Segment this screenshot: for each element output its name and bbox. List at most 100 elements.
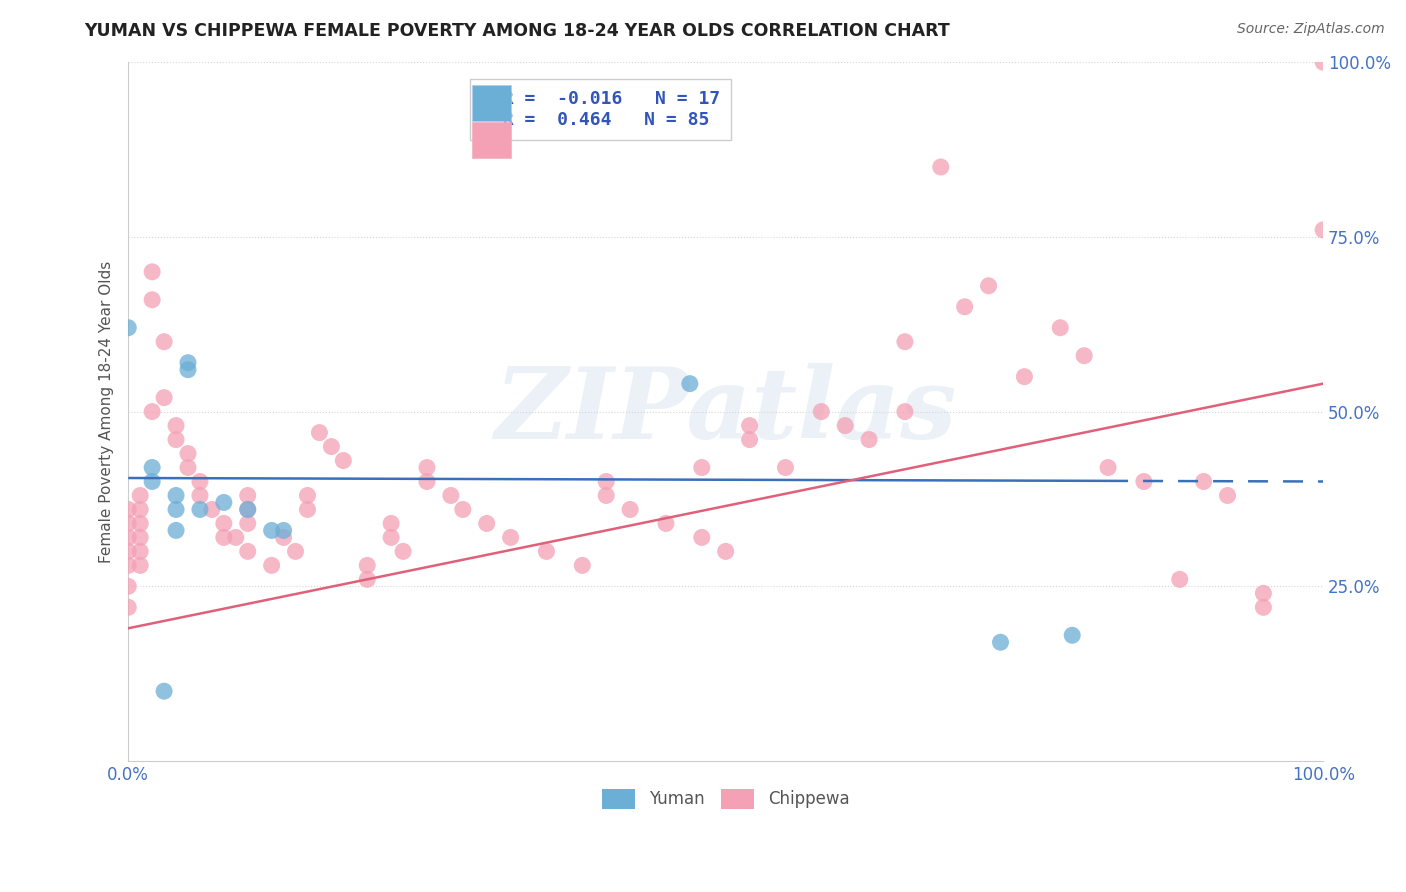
Point xyxy=(1062,628,1084,642)
Point xyxy=(655,516,678,531)
Point xyxy=(212,530,235,544)
Point xyxy=(858,433,880,447)
Point xyxy=(894,334,917,349)
Point xyxy=(129,558,152,573)
Text: R =  -0.016   N = 17
  R =  0.464   N = 85: R = -0.016 N = 17 R = 0.464 N = 85 xyxy=(481,90,720,129)
Point xyxy=(1073,349,1095,363)
Point xyxy=(141,475,163,489)
Point xyxy=(356,558,378,573)
Y-axis label: Female Poverty Among 18-24 Year Olds: Female Poverty Among 18-24 Year Olds xyxy=(100,260,114,563)
Point xyxy=(117,600,139,615)
Point xyxy=(188,488,211,502)
Text: YUMAN VS CHIPPEWA FEMALE POVERTY AMONG 18-24 YEAR OLDS CORRELATION CHART: YUMAN VS CHIPPEWA FEMALE POVERTY AMONG 1… xyxy=(84,22,950,40)
Point xyxy=(117,530,139,544)
Point xyxy=(201,502,224,516)
Point xyxy=(380,530,402,544)
Point xyxy=(392,544,415,558)
Point xyxy=(775,460,797,475)
Point xyxy=(1312,55,1334,70)
Point xyxy=(929,160,952,174)
Point xyxy=(188,502,211,516)
Point xyxy=(141,293,163,307)
Point xyxy=(440,488,463,502)
Point xyxy=(380,516,402,531)
Point xyxy=(297,488,319,502)
Point xyxy=(834,418,856,433)
Point xyxy=(1312,223,1334,237)
Point xyxy=(177,356,200,370)
Point xyxy=(225,530,247,544)
Point xyxy=(141,460,163,475)
Point xyxy=(308,425,330,440)
FancyBboxPatch shape xyxy=(472,85,510,120)
Point xyxy=(188,475,211,489)
Point xyxy=(236,502,259,516)
Point xyxy=(416,460,439,475)
Point xyxy=(1168,572,1191,586)
Legend: Yuman, Chippewa: Yuman, Chippewa xyxy=(595,782,856,815)
Point xyxy=(738,418,761,433)
Point xyxy=(212,495,235,509)
Point xyxy=(129,516,152,531)
Point xyxy=(284,544,307,558)
Point xyxy=(117,558,139,573)
Point xyxy=(990,635,1012,649)
FancyBboxPatch shape xyxy=(472,121,510,158)
Point xyxy=(977,278,1000,293)
Point xyxy=(165,502,187,516)
Point xyxy=(165,418,187,433)
Point xyxy=(129,502,152,516)
Point xyxy=(499,530,522,544)
Point xyxy=(1216,488,1239,502)
Point xyxy=(536,544,558,558)
Point xyxy=(117,502,139,516)
Point xyxy=(236,488,259,502)
Point xyxy=(297,502,319,516)
Point xyxy=(321,440,343,454)
Point xyxy=(1097,460,1119,475)
Point xyxy=(165,433,187,447)
Point xyxy=(1192,475,1215,489)
Point xyxy=(212,516,235,531)
Point xyxy=(738,433,761,447)
Point xyxy=(714,544,737,558)
Point xyxy=(571,558,593,573)
Point xyxy=(894,404,917,418)
Point xyxy=(1049,320,1071,334)
Point xyxy=(1014,369,1036,384)
Point xyxy=(236,516,259,531)
Point xyxy=(356,572,378,586)
Point xyxy=(619,502,641,516)
Point xyxy=(117,544,139,558)
Point xyxy=(679,376,702,391)
Point xyxy=(117,579,139,593)
Point xyxy=(416,475,439,489)
Point xyxy=(117,516,139,531)
Point xyxy=(273,524,295,538)
Point xyxy=(129,488,152,502)
Point xyxy=(177,362,200,376)
Point xyxy=(141,265,163,279)
Point xyxy=(810,404,832,418)
Point xyxy=(129,530,152,544)
Point xyxy=(475,516,498,531)
Point xyxy=(451,502,474,516)
Point xyxy=(690,530,713,544)
Point xyxy=(595,475,617,489)
Point xyxy=(177,446,200,460)
Point xyxy=(153,684,176,698)
Point xyxy=(1253,586,1275,600)
Point xyxy=(153,391,176,405)
Point xyxy=(153,334,176,349)
Point xyxy=(117,320,139,334)
Point xyxy=(165,488,187,502)
Point xyxy=(260,524,283,538)
Point xyxy=(273,530,295,544)
Point xyxy=(690,460,713,475)
Point xyxy=(177,460,200,475)
Point xyxy=(332,453,354,467)
Point xyxy=(129,544,152,558)
Point xyxy=(141,404,163,418)
Point xyxy=(1133,475,1156,489)
Text: ZIPatlas: ZIPatlas xyxy=(495,363,957,460)
